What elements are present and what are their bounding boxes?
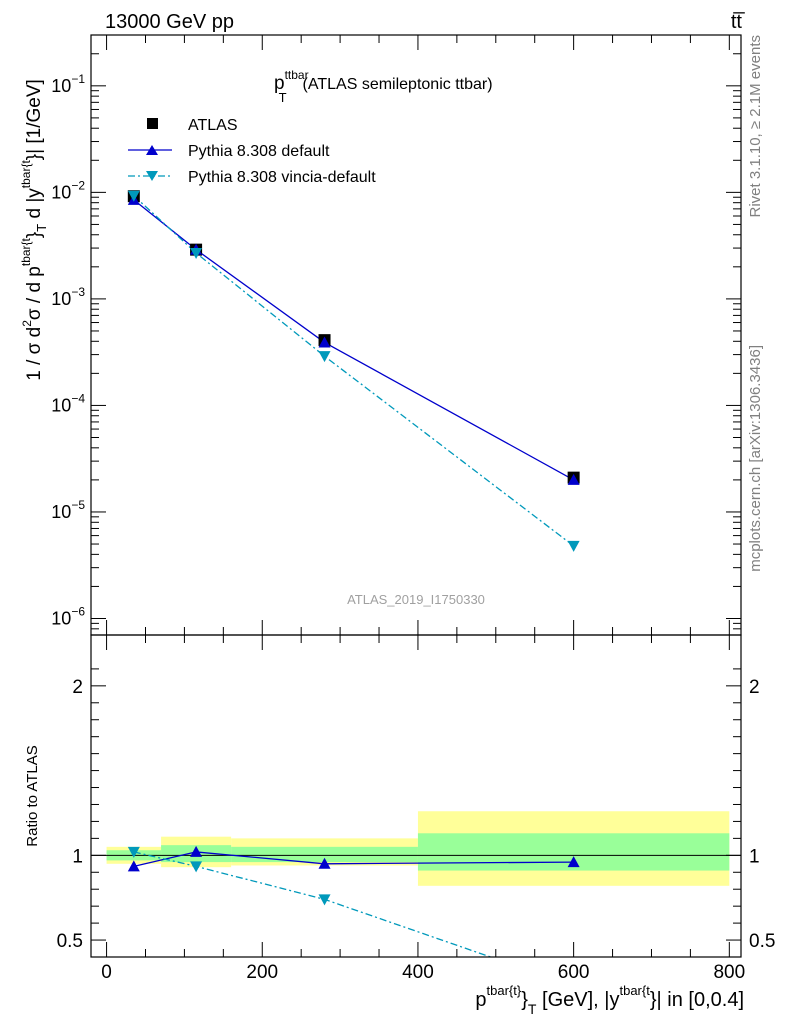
main-y-ticks: 10−1 10−2 10−3 10−4 10−5 10−6 [51, 53, 741, 636]
ratio-point-vincia [127, 846, 140, 858]
ratio-line-1 [133, 851, 493, 957]
legend-marker-default [146, 145, 158, 155]
ratio-y-ticks: 0.5 0.5 1 1 2 2 [57, 668, 775, 952]
ratio-point-default [567, 856, 580, 868]
ratio-bands-layer [106, 811, 730, 886]
x-tick-label: 0 [101, 962, 112, 983]
x-tick-label: 800 [713, 962, 745, 983]
series-line-1 [133, 199, 574, 481]
data-point-vincia [127, 190, 140, 202]
rivet-label: Rivet 3.1.10, ≥ 2.1M events [747, 35, 764, 218]
main-y-tick-label: 10−1 [51, 72, 85, 96]
energy-label: 13000 GeV pp [105, 11, 234, 33]
process-label: tt̅ [731, 11, 745, 33]
ratio-y-tick-label-right: 1 [749, 846, 760, 867]
legend-marker-vincia [146, 171, 158, 181]
ratio-y-tick-label: 0.5 [57, 931, 83, 952]
data-point-vincia [190, 247, 203, 259]
main-y-tick-label: 10−5 [51, 498, 85, 522]
ratio-panel: 0.5 0.51 12 2 0 200 400 600 800 Ratio to ATLAS … [24, 634, 775, 1017]
ratio-band-inner [231, 846, 418, 863]
legend-label-atlas: ATLAS [188, 117, 238, 134]
legend-marker-atlas [147, 118, 158, 129]
x-tick-label: 400 [402, 962, 434, 983]
x-tick-label: 200 [246, 962, 278, 983]
analysis-label: ATLAS_2019_I1750330 [347, 592, 485, 607]
ratio-frame [90, 634, 742, 958]
series-line-2 [133, 195, 575, 547]
main-y-tick-label: 10−6 [51, 604, 85, 628]
main-title: pttbar T(ATLAS semileptonic ttbar) [274, 68, 493, 105]
ratio-x-ticks: 0 200 400 600 800 [101, 635, 745, 983]
main-y-tick-label: 10−2 [51, 178, 85, 202]
ratio-point-default [190, 845, 203, 857]
data-point-default [567, 473, 580, 485]
legend: ATLAS Pythia 8.308 default Pythia 8.308 … [128, 117, 376, 186]
main-panel: 10−1 10−2 10−3 10−4 10−5 10−6 pttbar T(ATLAS s… [19, 34, 742, 636]
legend-label-vincia: Pythia 8.308 vincia-default [188, 169, 376, 186]
data-point-vincia [318, 351, 331, 363]
mcplots-label: mcplots.cern.ch [arXiv:1306.3436] [747, 345, 764, 572]
main-y-tick-label: 10−4 [51, 391, 85, 415]
ratio-point-default [318, 857, 331, 869]
main-series-layer [127, 190, 580, 552]
main-y-tick-label: 10−3 [51, 285, 85, 309]
x-axis-label: ptbar{t}}T [GeV], |ytbar{t}| in [0,0.4] [475, 983, 744, 1017]
ratio-y-tick-label-right: 0.5 [749, 931, 775, 952]
main-y-axis-label: 1 / σ d2σ / d ptbar{t}T d |ytbar{t}| [1/… [19, 79, 49, 381]
ratio-y-tick-label-right: 2 [749, 677, 760, 698]
main-x-ticks [106, 35, 730, 635]
ratio-y-tick-label: 1 [72, 846, 83, 867]
data-point-default [318, 336, 331, 348]
ratio-series-layer [127, 845, 580, 957]
x-tick-label: 600 [558, 962, 590, 983]
ratio-point-vincia [190, 861, 203, 873]
ratio-y-tick-label: 2 [72, 677, 83, 698]
ratio-point-vincia [318, 894, 331, 906]
legend-label-default: Pythia 8.308 default [188, 143, 330, 160]
ratio-point-default [127, 860, 140, 872]
ratio-y-axis-label: Ratio to ATLAS [24, 745, 41, 846]
data-point-vincia [567, 540, 580, 552]
